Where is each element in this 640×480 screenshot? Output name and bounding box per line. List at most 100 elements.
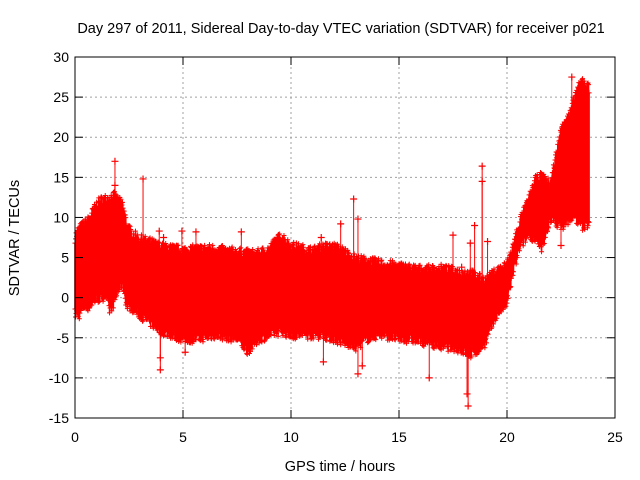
data-point [162, 332, 168, 338]
outlier-point [160, 234, 168, 241]
data-point [275, 333, 281, 339]
data-point [285, 237, 291, 243]
outlier-point [337, 220, 345, 228]
outlier-point [466, 239, 474, 247]
outlier-point [317, 234, 325, 241]
data-point [485, 331, 491, 337]
y-tick-label: 20 [53, 129, 69, 145]
data-point [211, 336, 217, 342]
data-point [565, 222, 571, 228]
data-point [277, 231, 283, 237]
data-point [346, 250, 352, 256]
outlier-point [484, 238, 492, 246]
data-point [109, 308, 115, 314]
data-point [581, 78, 587, 84]
outlier-point [156, 366, 164, 374]
data-point [508, 275, 514, 281]
data-point [120, 199, 126, 205]
data-point [534, 172, 540, 178]
data-point [324, 337, 330, 343]
data-point [190, 242, 196, 248]
data-point [554, 224, 560, 230]
data-point [546, 225, 552, 231]
x-tick-label: 5 [179, 429, 187, 445]
y-tick-label: 10 [53, 209, 69, 225]
data-point [545, 228, 550, 234]
data-point [89, 302, 95, 308]
data-point [504, 300, 510, 306]
data-point [127, 223, 133, 229]
data-point [468, 353, 474, 359]
y-tick-label: -5 [57, 330, 70, 346]
data-point [491, 266, 497, 272]
data-point [569, 217, 575, 223]
data-point [111, 189, 117, 195]
outlier-point [354, 370, 362, 378]
data-point [238, 245, 244, 251]
y-tick-label: 0 [61, 290, 69, 306]
data-point [291, 239, 297, 245]
data-point [491, 321, 496, 327]
data-point [478, 346, 484, 352]
outlier-point [464, 402, 472, 410]
data-point [120, 205, 126, 211]
data-point [494, 315, 500, 321]
data-point [580, 76, 586, 82]
data-point [358, 253, 364, 259]
outlier-point [478, 177, 486, 185]
outlier-point [425, 374, 433, 382]
data-point [502, 304, 508, 310]
data-point [379, 257, 385, 263]
data-point [206, 242, 212, 248]
data-point [406, 261, 412, 267]
x-tick-label: 15 [391, 429, 407, 445]
plot-frame [74, 56, 616, 419]
data-point [366, 337, 372, 343]
data-point [584, 225, 590, 231]
data-point [132, 228, 138, 234]
data-point [124, 306, 130, 312]
y-tick-label: 25 [53, 89, 69, 105]
data-point [503, 303, 509, 309]
data-point [520, 243, 526, 249]
data-point [85, 308, 91, 314]
data-point [155, 239, 161, 245]
data-point [123, 215, 129, 221]
outlier-point [425, 266, 433, 274]
data-point [118, 196, 124, 202]
data-point [300, 244, 306, 250]
data-point [76, 316, 82, 322]
data-point [462, 268, 468, 274]
data-point [100, 298, 106, 304]
outlier-point [463, 390, 471, 398]
chart-title: Day 297 of 2011, Sidereal Day-to-day VTE… [77, 21, 604, 37]
data-point [212, 247, 218, 253]
data-point [268, 331, 274, 337]
data-point [476, 349, 482, 355]
data-point [202, 242, 208, 248]
y-tick-label: 5 [61, 250, 69, 266]
data-point [122, 212, 128, 218]
data-point [362, 256, 368, 262]
outlier-point [449, 231, 457, 239]
data-point [582, 226, 588, 232]
outlier-point [237, 228, 245, 236]
data-point [510, 269, 516, 275]
data-point [228, 339, 234, 345]
data-point [472, 270, 478, 276]
data-point [508, 284, 514, 290]
data-point [121, 208, 127, 214]
y-tick-label: -15 [49, 410, 69, 426]
data-point [586, 219, 592, 225]
data-point [110, 305, 116, 311]
data-point [263, 335, 269, 341]
data-point [361, 253, 367, 259]
outlier-point [181, 348, 189, 356]
data-point [178, 339, 184, 345]
data-point [505, 295, 511, 301]
data-point [449, 264, 455, 270]
outlier-point [458, 263, 466, 271]
data-points [72, 73, 592, 410]
data-point [514, 255, 520, 261]
